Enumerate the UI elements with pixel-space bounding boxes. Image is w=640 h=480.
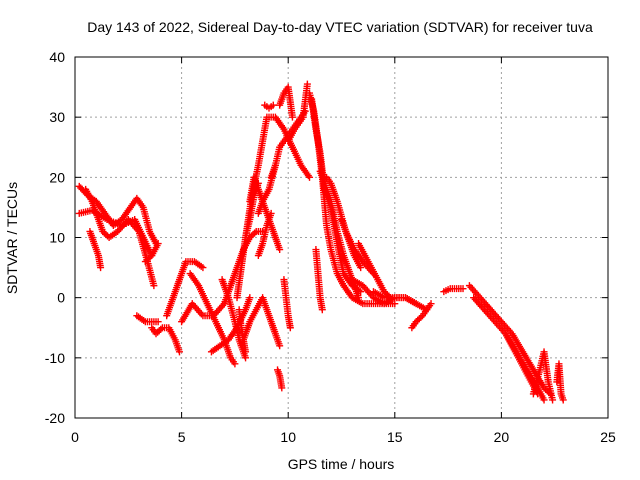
data-point xyxy=(286,324,294,332)
data-point xyxy=(242,348,250,356)
x-tick-label: 5 xyxy=(178,429,186,445)
series-arc-36 xyxy=(440,285,467,296)
data-point xyxy=(276,342,284,350)
data-point xyxy=(540,396,548,404)
data-point xyxy=(549,396,557,404)
series-arc-1 xyxy=(75,182,160,248)
data-point xyxy=(276,246,284,254)
x-axis-label: GPS time / hours xyxy=(288,456,395,472)
series-arc-7 xyxy=(141,240,162,266)
y-tick-label: -20 xyxy=(45,410,65,426)
data-point xyxy=(199,264,207,272)
data-point xyxy=(175,348,183,356)
y-tick-label: 40 xyxy=(49,49,65,65)
data-point xyxy=(355,294,363,302)
data-point xyxy=(146,253,154,261)
series-arc-15 xyxy=(237,294,284,350)
data-point xyxy=(357,264,365,272)
series-arc-22 xyxy=(276,83,296,121)
data-point xyxy=(391,300,399,308)
series-arc-29 xyxy=(280,276,294,332)
data-point xyxy=(288,113,296,121)
x-tick-label: 20 xyxy=(494,429,510,445)
data-point xyxy=(318,306,326,314)
series-arc-6 xyxy=(148,324,183,356)
x-tick-label: 15 xyxy=(387,429,403,445)
series-arc-35 xyxy=(408,300,435,332)
data-point xyxy=(412,300,420,308)
y-tick-label: -10 xyxy=(45,350,65,366)
series-arc-40 xyxy=(529,348,557,404)
data-point xyxy=(154,240,162,248)
series-arc-31 xyxy=(338,215,365,272)
data-point xyxy=(246,294,254,302)
data-point xyxy=(150,282,158,290)
series-arc-24 xyxy=(306,89,399,308)
data-point xyxy=(417,313,425,321)
data-point xyxy=(242,354,250,362)
series-arc-11 xyxy=(207,294,254,356)
data-point xyxy=(427,300,435,308)
series-arc-5 xyxy=(133,312,162,326)
y-axis: -20 -10 0 10 20 30 40 xyxy=(45,49,608,426)
chart-title: Day 143 of 2022, Sidereal Day-to-day VTE… xyxy=(87,19,593,35)
data-point xyxy=(459,285,467,293)
series-arc-10 xyxy=(186,270,239,368)
series-arc-4 xyxy=(86,227,105,272)
x-tick-label: 0 xyxy=(71,429,79,445)
x-tick-label: 25 xyxy=(600,429,616,445)
data-point xyxy=(306,173,314,181)
data-markers xyxy=(75,80,567,404)
series-arc-8 xyxy=(163,258,207,320)
data-point xyxy=(157,325,165,333)
series-arc-30 xyxy=(312,246,326,314)
data-point xyxy=(231,360,239,368)
y-tick-label: 30 xyxy=(49,109,65,125)
data-point xyxy=(269,101,277,109)
x-axis: 0 5 10 15 20 25 xyxy=(71,57,616,445)
series-arc-21 xyxy=(261,101,277,112)
y-tick-label: 0 xyxy=(57,290,65,306)
x-tick-label: 10 xyxy=(280,429,296,445)
y-tick-label: 20 xyxy=(49,169,65,185)
data-point xyxy=(251,229,259,237)
series-arc-34 xyxy=(369,288,420,308)
series-arc-28 xyxy=(274,366,286,392)
data-point xyxy=(154,318,162,326)
data-point xyxy=(278,384,286,392)
data-point xyxy=(303,80,311,88)
data-point xyxy=(559,396,567,404)
series-arc-26 xyxy=(316,167,363,302)
data-point xyxy=(97,264,105,272)
y-tick-label: 10 xyxy=(49,230,65,246)
data-point xyxy=(267,209,275,217)
series-arc-41 xyxy=(553,360,567,404)
y-axis-label: SDTVAR / TECUs xyxy=(4,182,20,294)
series-arc-19 xyxy=(254,209,275,260)
